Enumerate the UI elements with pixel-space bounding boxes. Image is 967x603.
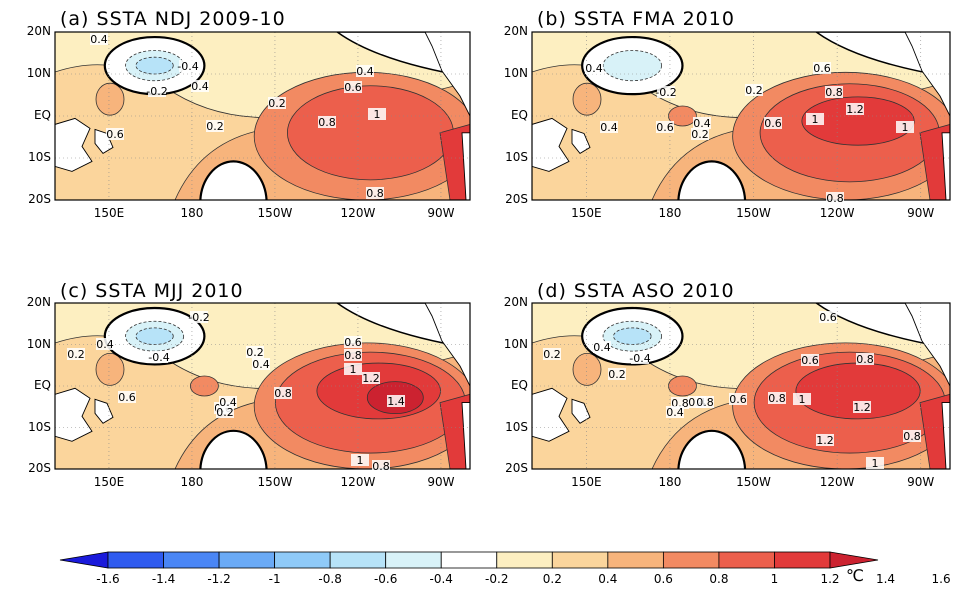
panel-a: (a) SSTA NDJ 2009-10: [10, 8, 480, 243]
colorbar-tick-label: 1: [770, 572, 779, 586]
colorbar-tick-label: -1.6: [96, 572, 120, 586]
colorbar-swatch: [662, 551, 720, 569]
colorbar-swatch: [774, 551, 831, 569]
lon-tick-label: 180: [658, 475, 682, 489]
lon-tick-label: 150E: [93, 206, 125, 220]
colorbar-swatch: [329, 551, 387, 569]
colorbar-swatch: [163, 551, 220, 569]
colorbar-tick-label: -0.6: [373, 572, 398, 586]
lon-tick-label: 150E: [571, 206, 602, 220]
lat-tick-label: EQ: [510, 378, 528, 392]
colorbar-tick-label: 1.2: [820, 572, 840, 586]
colorbar-swatch: [607, 551, 664, 569]
lon-tick-label: 150W: [736, 206, 771, 220]
lat-tick-label: 10N: [26, 336, 51, 351]
lat-tick-label: 20N: [26, 24, 51, 38]
panel-b: (b) SSTA FMA 2010: [487, 8, 957, 243]
lat-tick-label: EQ: [510, 108, 528, 122]
lon-tick-label: 120W: [340, 475, 376, 489]
lon-tick-label: 180: [180, 475, 204, 489]
colorbar-swatch: [551, 551, 609, 569]
lon-tick-label: 90W: [427, 206, 455, 220]
panel-title: (a) SSTA NDJ 2009-10: [60, 8, 286, 30]
colorbar-tick-label: 0.4: [598, 572, 618, 586]
colorbar-tick-label: 0.6: [653, 572, 673, 586]
colorbar-swatch: [496, 551, 553, 569]
lat-tick-label: 20N: [503, 295, 528, 309]
colorbar-tick-label: 0.2: [542, 572, 562, 586]
lon-tick-label: 90W: [907, 206, 935, 220]
lon-tick-label: 120W: [340, 206, 376, 220]
colorbar-tick-label: 1.4: [875, 572, 896, 586]
lat-tick-label: 10S: [28, 150, 51, 164]
lon-tick-label: 120W: [819, 206, 855, 220]
lat-tick-label: 10N: [503, 66, 528, 80]
lon-tick-label: 90W: [427, 475, 455, 489]
colorbar-tick-label: -1: [268, 572, 281, 586]
colorbar-swatch: [274, 551, 331, 569]
colorbar-tick-label: -1.4: [151, 572, 176, 586]
lon-tick-label: 90W: [907, 475, 935, 489]
lat-tick-label: 10S: [28, 419, 51, 434]
panel-title: (c) SSTA MJJ 2010: [60, 280, 244, 302]
panel-title: (b) SSTA FMA 2010: [537, 8, 735, 30]
lat-tick-label: 20N: [503, 24, 528, 38]
colorbar-tick-label: -0.4: [429, 572, 453, 586]
colorbar-tick-label: -1.2: [207, 572, 231, 586]
lon-tick-label: 150E: [93, 475, 125, 489]
lon-tick-label: 150E: [571, 475, 602, 489]
lat-tick-label: EQ: [33, 108, 51, 122]
lat-tick-label: 20N: [26, 295, 51, 309]
colorbar-swatch: [440, 551, 498, 569]
lat-tick-label: 10N: [26, 66, 51, 80]
colorbar-tick-label: -0.2: [485, 572, 509, 586]
lat-tick-label: 10S: [505, 150, 528, 164]
colorbar: [59, 551, 879, 569]
colorbar-swatch: [107, 551, 164, 569]
lat-tick-label: 10S: [505, 419, 528, 434]
colorbar-swatch: [385, 551, 442, 569]
colorbar-swatch: [218, 551, 276, 569]
colorbar-left-arrow: [59, 551, 109, 569]
lon-tick-label: 150W: [257, 206, 293, 220]
lat-tick-label: EQ: [33, 378, 51, 392]
lon-tick-label: 180: [658, 206, 682, 220]
colorbar-tick-label: 1.6: [931, 572, 951, 586]
panel-c: (c) SSTA MJJ 2010: [10, 280, 480, 515]
colorbar-tick-label: -0.8: [318, 572, 342, 586]
colorbar-tick-label: 0.8: [709, 572, 729, 586]
lat-tick-label: 20S: [505, 192, 528, 206]
colorbar-right-arrow: [829, 551, 879, 569]
lon-tick-label: 120W: [819, 475, 855, 489]
colorbar-unit: ℃: [846, 566, 864, 585]
panel-title: (d) SSTA ASO 2010: [537, 280, 735, 302]
lat-tick-label: 20S: [28, 192, 51, 206]
lat-tick-label: 10N: [503, 336, 528, 351]
lat-tick-label: 20S: [28, 461, 51, 475]
colorbar-swatch: [718, 551, 775, 569]
lon-tick-label: 150W: [257, 475, 293, 489]
lat-tick-label: 20S: [505, 461, 528, 475]
lon-tick-label: 180: [180, 206, 204, 220]
panel-d: (d) SSTA ASO 2010: [487, 280, 957, 515]
lon-tick-label: 150W: [736, 475, 771, 489]
